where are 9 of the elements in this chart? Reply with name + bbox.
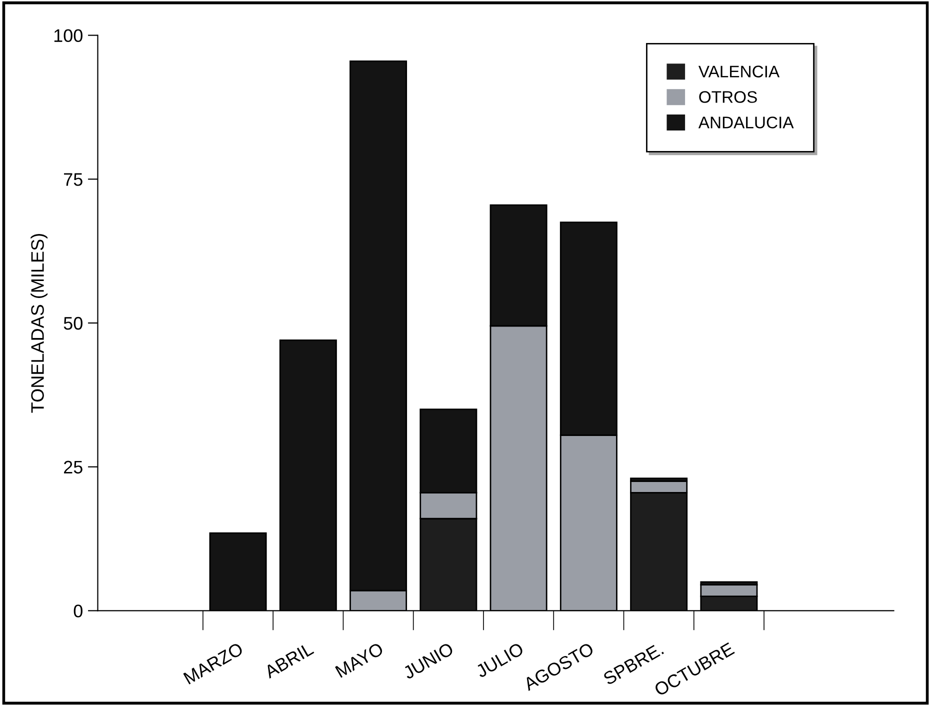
y-axis-title: TONELADAS (MILES)	[30, 234, 48, 413]
y-tick-label: 0	[74, 604, 82, 618]
legend-label: VALENCIA	[698, 66, 780, 78]
legend-label: ANDALUCIA	[698, 116, 794, 128]
y-tick-label: 50	[64, 316, 82, 330]
y-tick-label: 75	[64, 173, 82, 186]
legend-label: OTROS	[699, 91, 757, 103]
y-tick-label: 25	[64, 460, 82, 474]
y-tick-label: 100	[54, 29, 82, 42]
